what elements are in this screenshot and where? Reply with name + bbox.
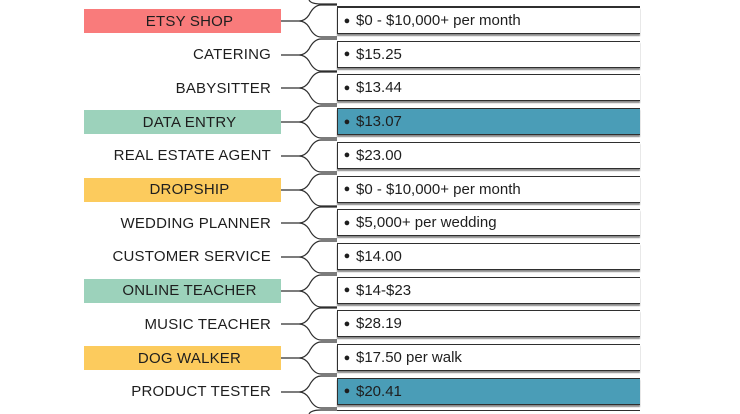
- list-item: BABYSITTER ● $13.44: [0, 71, 740, 105]
- pay-value: $23.00: [356, 146, 402, 164]
- bullet-icon: ●: [343, 14, 351, 27]
- pay-value: $15.25: [356, 45, 402, 63]
- bullet-icon: ●: [343, 81, 351, 94]
- value-box: ● $13.07: [337, 108, 640, 136]
- job-label: DATA ENTRY: [84, 110, 281, 135]
- list-item: CATERING ● $15.25: [0, 38, 740, 72]
- bullet-icon: ●: [343, 284, 351, 297]
- pay-value: $14-$23: [356, 281, 412, 299]
- list-item: ETSY SHOP ● $0 - $10,000+ per month: [0, 4, 740, 38]
- bracket-connector: [281, 206, 337, 240]
- bracket-connector: [281, 240, 337, 274]
- bracket-connector: [281, 139, 337, 173]
- bracket-connector: [281, 105, 337, 139]
- value-box: ● $20.41: [337, 377, 640, 405]
- list-item: ONLINE TEACHER ● $14-$23: [0, 273, 740, 308]
- bracket-connector: [281, 307, 337, 341]
- bracket-connector: [281, 273, 337, 308]
- job-label: BABYSITTER: [175, 79, 271, 97]
- top-connector-stub: [308, 0, 337, 5]
- value-box: ● $14.00: [337, 242, 640, 270]
- value-box: ● $15.25: [337, 40, 640, 68]
- list-item: CUSTOMER SERVICE ● $14.00: [0, 240, 740, 274]
- bullet-icon: ●: [343, 216, 351, 229]
- bracket-connector: [281, 341, 337, 375]
- bottom-connector-stub: [308, 409, 337, 414]
- job-label: MUSIC TEACHER: [144, 315, 271, 333]
- bullet-icon: ●: [343, 317, 351, 330]
- job-label: ONLINE TEACHER: [84, 278, 281, 303]
- pay-value: $14.00: [356, 247, 402, 265]
- value-box: ● $0 - $10,000+ per month: [337, 175, 640, 203]
- value-box: ● $5,000+ per wedding: [337, 209, 640, 237]
- value-box: ● $28.19: [337, 310, 640, 338]
- pay-value: $13.44: [356, 79, 402, 97]
- top-value-box-edge: [337, 6, 640, 7]
- value-box: ● $13.44: [337, 74, 640, 102]
- pay-value: $13.07: [356, 113, 402, 131]
- job-label: REAL ESTATE AGENT: [113, 147, 271, 165]
- job-label: CUSTOMER SERVICE: [112, 248, 271, 266]
- bottom-value-box-edge: [337, 410, 640, 411]
- pay-value: $5,000+ per wedding: [356, 214, 497, 232]
- list-item: DATA ENTRY ● $13.07: [0, 105, 740, 139]
- bullet-icon: ●: [343, 115, 351, 128]
- job-label: DROPSHIP: [84, 177, 281, 202]
- value-box: ● $0 - $10,000+ per month: [337, 7, 640, 34]
- bracket-connector: [281, 38, 337, 72]
- value-box: ● $14-$23: [337, 276, 640, 304]
- value-box: ● $23.00: [337, 141, 640, 169]
- job-label: ETSY SHOP: [84, 9, 281, 33]
- list-item: REAL ESTATE AGENT ● $23.00: [0, 139, 740, 173]
- pay-value: $17.50 per walk: [356, 349, 462, 366]
- list-item: MUSIC TEACHER ● $28.19: [0, 307, 740, 341]
- bracket-connector: [281, 375, 337, 409]
- bullet-icon: ●: [343, 149, 351, 162]
- job-label: CATERING: [193, 46, 271, 64]
- pay-value: $0 - $10,000+ per month: [356, 180, 521, 198]
- list-item: PRODUCT TESTER ● $20.41: [0, 375, 740, 409]
- pay-value: $20.41: [356, 382, 402, 400]
- value-box: ● $17.50 per walk: [337, 344, 640, 371]
- list-item: DOG WALKER ● $17.50 per walk: [0, 341, 740, 375]
- bracket-connector: [281, 172, 337, 207]
- job-label: WEDDING PLANNER: [120, 214, 271, 232]
- pay-value: $0 - $10,000+ per month: [356, 12, 521, 29]
- bullet-icon: ●: [343, 250, 351, 263]
- bracket-connector: [281, 71, 337, 105]
- job-label: DOG WALKER: [84, 346, 281, 370]
- bullet-icon: ●: [343, 385, 351, 398]
- list-item: DROPSHIP ● $0 - $10,000+ per month: [0, 172, 740, 207]
- bullet-icon: ●: [343, 183, 351, 195]
- list-item: WEDDING PLANNER ● $5,000+ per wedding: [0, 206, 740, 240]
- bullet-icon: ●: [343, 48, 351, 61]
- job-label: PRODUCT TESTER: [131, 383, 271, 401]
- bullet-icon: ●: [343, 351, 351, 364]
- bracket-connector: [281, 4, 337, 38]
- pay-value: $28.19: [356, 315, 402, 333]
